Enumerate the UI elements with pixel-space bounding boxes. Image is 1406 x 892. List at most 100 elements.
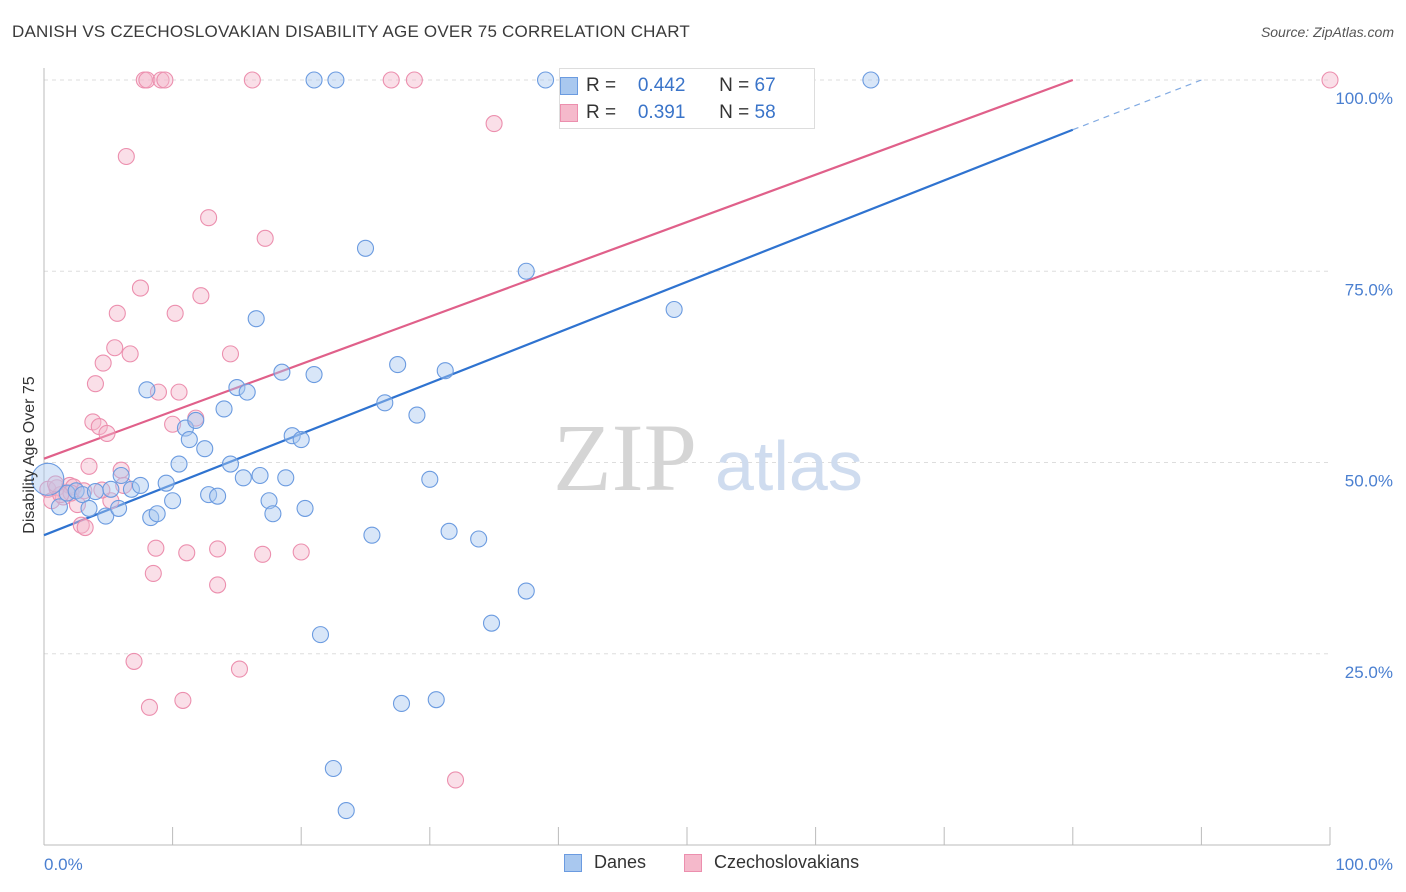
- danes-point: [421, 470, 439, 488]
- danes-point: [296, 499, 314, 517]
- czechoslovakians-point: [76, 518, 94, 537]
- series-legend: Danes Czechoslovakians: [0, 852, 1406, 878]
- czechoslovakians-point: [117, 147, 135, 166]
- danes-point: [187, 411, 205, 429]
- danes-point: [97, 507, 115, 525]
- danes-point: [221, 455, 240, 473]
- danes-point: [170, 455, 188, 473]
- danes-point: [234, 469, 252, 487]
- czechoslovakians-point: [131, 279, 149, 297]
- danes-point: [251, 466, 269, 485]
- danes-point: [311, 626, 330, 644]
- danes-point: [31, 462, 65, 496]
- czechoslovakians-point: [93, 481, 111, 499]
- czechoslovakians-point: [115, 476, 133, 495]
- czechoslovakians-point: [446, 771, 465, 789]
- y-tick-label: 50.0%: [1345, 472, 1393, 491]
- czechoslovakians-point: [125, 652, 143, 670]
- legend-label-danes: Danes: [594, 852, 647, 872]
- danes-swatch: [560, 77, 578, 95]
- czechoslovakians-point: [292, 543, 310, 561]
- czechoslovakians-point: [254, 545, 272, 563]
- czechoslovakians-point: [140, 698, 159, 716]
- czechoslovakians-point: [94, 354, 112, 372]
- czechoslovakians-point: [382, 71, 400, 89]
- czechoslovakians-point: [485, 115, 503, 133]
- czechoslovakians-point: [106, 339, 124, 357]
- czechoslovakians-point: [178, 544, 196, 562]
- czechoslovakians-points: [39, 71, 1339, 789]
- danes-point: [440, 522, 458, 540]
- danes-point: [862, 71, 880, 89]
- danes-trend-line: [43, 128, 1074, 537]
- danes-point: [292, 430, 310, 449]
- danes-point: [50, 498, 68, 516]
- czechoslovakians-point: [256, 229, 274, 247]
- czechoslovakians-point: [147, 539, 165, 557]
- n-label: N =: [719, 75, 750, 96]
- danes-point: [228, 378, 246, 397]
- czechoslovakians-point: [86, 375, 104, 393]
- correlation-legend: R = 0.442 N = 67 R = 0.391 N = 58: [559, 68, 815, 129]
- danes-point: [324, 759, 342, 778]
- danes-point: [273, 363, 291, 381]
- y-tick-label: 100.0%: [1335, 89, 1393, 108]
- czechoslovakians-point: [405, 71, 423, 89]
- danes-point: [86, 483, 104, 501]
- r-value: 0.442: [637, 75, 686, 96]
- danes-point: [482, 614, 501, 632]
- danes-point: [247, 310, 265, 328]
- czechoslovakians-swatch: [684, 853, 702, 872]
- y-axis-label: Disability Age Over 75: [21, 376, 38, 534]
- n-label: N =: [719, 102, 750, 123]
- n-value: 58: [754, 102, 776, 123]
- danes-point: [392, 694, 411, 713]
- danes-point: [283, 427, 301, 445]
- czechoslovakians-point: [209, 576, 227, 594]
- danes-point: [356, 239, 375, 257]
- legend-row-danes: R = 0.442 N = 67: [560, 73, 776, 99]
- czechoslovakians-swatch: [560, 104, 578, 122]
- czechoslovakians-point: [1321, 71, 1339, 89]
- czechoslovakians-point: [144, 564, 162, 582]
- czechoslovakians-point: [152, 71, 170, 89]
- danes-point: [427, 691, 445, 709]
- legend-row-czechoslovakians: R = 0.391 N = 58: [560, 100, 776, 126]
- czechoslovakians-point: [98, 424, 116, 442]
- legend-item-danes[interactable]: Danes: [564, 852, 646, 873]
- danes-point: [148, 505, 166, 523]
- legend-item-czechoslovakians[interactable]: Czechoslovakians: [684, 852, 859, 873]
- danes-point: [408, 406, 426, 424]
- czechoslovakians-point: [80, 457, 98, 475]
- x-tick-label: 100.0%: [1335, 855, 1393, 874]
- czechoslovakians-trend-line: [43, 78, 1074, 460]
- legend-label-czechoslovakians: Czechoslovakians: [714, 852, 860, 872]
- danes-point: [277, 469, 295, 487]
- danes-point: [164, 492, 182, 510]
- grid-lines: [44, 79, 1330, 655]
- danes-point: [517, 262, 535, 280]
- watermark-zip: ZIP: [553, 404, 697, 511]
- czechoslovakians-point: [230, 660, 249, 678]
- czechoslovakians-point: [221, 345, 240, 363]
- watermark-atlas: atlas: [715, 427, 863, 505]
- danes-point: [196, 440, 214, 458]
- danes-point: [122, 480, 140, 498]
- czechoslovakians-point: [138, 71, 156, 89]
- r-label: R =: [586, 75, 617, 96]
- danes-point: [131, 476, 149, 495]
- danes-point: [260, 492, 278, 510]
- czechoslovakians-point: [243, 71, 261, 89]
- danes-point: [305, 365, 323, 384]
- danes-point: [112, 466, 130, 485]
- czechoslovakians-point: [164, 415, 182, 433]
- danes-point: [74, 486, 92, 504]
- r-label: R =: [586, 102, 617, 123]
- danes-point: [470, 530, 488, 548]
- czechoslovakians-point: [121, 345, 139, 363]
- czechoslovakians-point: [209, 540, 227, 558]
- source-label: Source: ZipAtlas.com: [1260, 24, 1394, 40]
- danes-point: [337, 802, 355, 820]
- czechoslovakians-point: [156, 71, 174, 89]
- danes-point: [238, 383, 256, 401]
